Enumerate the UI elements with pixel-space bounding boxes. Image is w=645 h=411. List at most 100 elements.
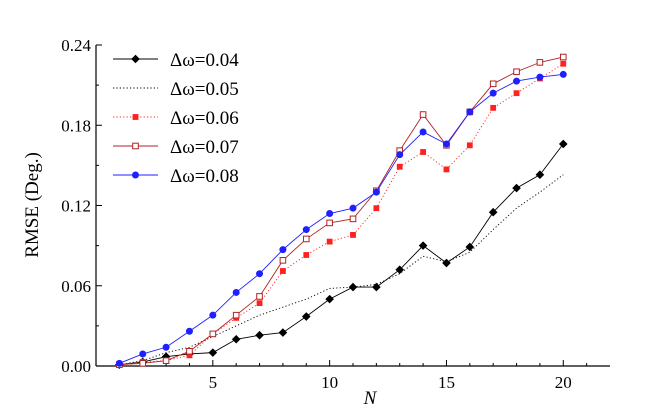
data-point bbox=[466, 108, 474, 116]
series-line bbox=[119, 63, 564, 366]
data-point bbox=[349, 215, 357, 223]
series-2 bbox=[119, 174, 564, 366]
legend-label: Δω=0.08 bbox=[170, 166, 239, 187]
data-point bbox=[419, 111, 427, 118]
legend-label: Δω=0.07 bbox=[170, 137, 239, 158]
data-point bbox=[278, 328, 288, 337]
data-point bbox=[350, 232, 356, 238]
data-point bbox=[325, 294, 334, 304]
data-point bbox=[442, 258, 451, 268]
x-axis-label: N bbox=[363, 388, 378, 409]
series-5 bbox=[115, 70, 567, 367]
data-point bbox=[280, 268, 286, 274]
legend-marker bbox=[132, 142, 139, 150]
data-point bbox=[162, 357, 170, 364]
series-line bbox=[119, 174, 564, 366]
x-tick-label: 15 bbox=[438, 373, 455, 392]
data-point bbox=[418, 241, 428, 250]
legend-label: Δω=0.04 bbox=[170, 50, 239, 71]
data-point bbox=[279, 246, 287, 254]
data-point bbox=[443, 166, 450, 173]
data-point bbox=[115, 359, 123, 367]
data-point bbox=[208, 348, 218, 357]
data-point bbox=[396, 151, 404, 159]
data-point bbox=[372, 188, 380, 196]
data-point bbox=[231, 334, 241, 344]
y-tick-label: 0.00 bbox=[61, 357, 91, 376]
data-point bbox=[488, 207, 498, 217]
data-point bbox=[232, 311, 240, 319]
data-point bbox=[139, 350, 147, 358]
data-point bbox=[232, 288, 240, 296]
x-tick-label: 5 bbox=[209, 373, 218, 392]
data-point bbox=[560, 60, 567, 67]
y-axis-label: RMSE (Deg.) bbox=[22, 152, 43, 258]
data-point bbox=[256, 293, 263, 300]
x-tick-label: 20 bbox=[555, 373, 572, 392]
legend-entry: Δω=0.06 bbox=[113, 108, 239, 129]
data-point bbox=[536, 59, 544, 66]
legend-label: Δω=0.05 bbox=[170, 79, 239, 100]
series-line bbox=[119, 73, 564, 364]
data-point bbox=[513, 90, 520, 97]
data-point bbox=[302, 226, 310, 234]
data-point bbox=[490, 104, 497, 111]
legend-marker bbox=[132, 114, 139, 120]
data-point bbox=[513, 77, 521, 85]
data-point bbox=[489, 89, 497, 97]
data-point bbox=[349, 204, 357, 212]
legend-marker bbox=[131, 54, 140, 64]
y-tick-label: 0.18 bbox=[61, 116, 91, 135]
data-point bbox=[513, 68, 520, 76]
data-point bbox=[209, 330, 217, 338]
data-point bbox=[301, 312, 311, 321]
series-line bbox=[119, 56, 564, 366]
data-point bbox=[185, 327, 193, 335]
data-point bbox=[466, 142, 473, 149]
data-point bbox=[536, 73, 544, 81]
data-point bbox=[326, 219, 333, 227]
data-point bbox=[162, 343, 170, 351]
series-4 bbox=[116, 53, 567, 368]
data-point bbox=[303, 252, 310, 258]
plot-area bbox=[115, 53, 568, 369]
data-point bbox=[302, 235, 310, 243]
x-tick-label: 10 bbox=[321, 373, 338, 392]
data-point bbox=[559, 70, 567, 78]
y-tick-label: 0.12 bbox=[61, 197, 91, 216]
data-point bbox=[489, 80, 497, 88]
legend-entry: Δω=0.08 bbox=[113, 166, 239, 187]
y-tick-label: 0.24 bbox=[61, 36, 91, 55]
data-point bbox=[558, 139, 568, 149]
tick-labels: 0.00 0.06 0.12 0.18 0.24 5 10 15 20 bbox=[61, 36, 572, 392]
y-tick-label: 0.06 bbox=[61, 277, 91, 296]
legend-entry: Δω=0.07 bbox=[113, 137, 239, 158]
legend: Δω=0.04 Δω=0.05 Δω=0.06 Δω=0.07 Δω=0.08 bbox=[113, 50, 239, 187]
legend-marker bbox=[132, 171, 139, 179]
data-point bbox=[256, 270, 264, 278]
legend-label: Δω=0.06 bbox=[170, 108, 239, 129]
data-point bbox=[559, 53, 567, 61]
data-point bbox=[326, 210, 334, 218]
data-point bbox=[535, 170, 545, 180]
data-point bbox=[512, 183, 521, 193]
legend-entry: Δω=0.05 bbox=[113, 79, 239, 100]
legend-entry: Δω=0.04 bbox=[113, 50, 239, 71]
data-point bbox=[256, 300, 263, 307]
data-point bbox=[372, 282, 381, 292]
data-point bbox=[348, 282, 358, 292]
data-point bbox=[396, 163, 403, 170]
data-point bbox=[139, 360, 147, 367]
data-point bbox=[373, 205, 380, 212]
data-point bbox=[255, 330, 264, 340]
data-point bbox=[419, 128, 427, 136]
data-point bbox=[442, 140, 450, 148]
data-point bbox=[209, 311, 217, 319]
data-point bbox=[186, 347, 193, 355]
data-point bbox=[465, 242, 475, 252]
data-point bbox=[326, 238, 333, 245]
data-point bbox=[279, 257, 287, 264]
data-point bbox=[395, 265, 405, 275]
data-point bbox=[420, 149, 426, 155]
